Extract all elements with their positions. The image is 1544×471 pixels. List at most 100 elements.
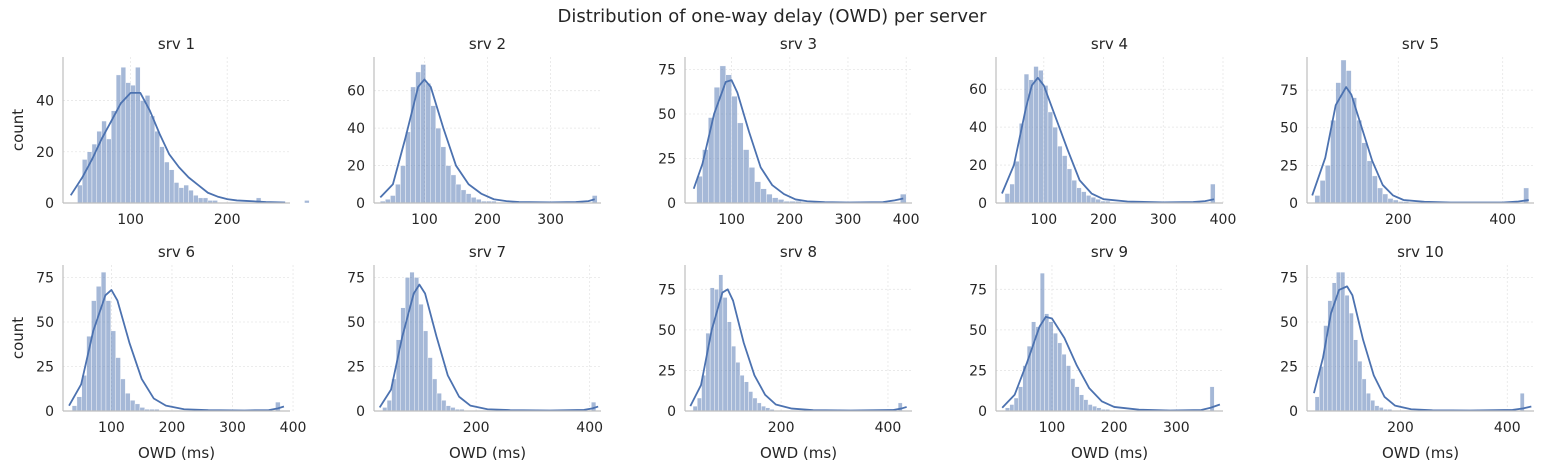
subplot-title: srv 3	[780, 35, 817, 53]
histogram-bar	[1090, 197, 1096, 204]
histogram-bar	[1357, 360, 1363, 412]
histogram-bar	[1319, 180, 1326, 204]
x-tick-label: 200	[463, 420, 490, 436]
histogram-bar	[105, 300, 112, 412]
histogram-bar	[754, 181, 761, 204]
histogram-bar	[1361, 142, 1368, 204]
x-tick-label: 200	[474, 212, 501, 228]
histogram-bar	[470, 197, 477, 204]
subplot-3: 100 200 300 400 0 25 50 75 srv 3	[658, 35, 919, 228]
histogram-bar	[709, 287, 715, 412]
histogram-bar	[400, 165, 406, 204]
histogram-bar	[91, 300, 97, 412]
histogram-bar	[149, 115, 155, 204]
histogram-bar	[1052, 126, 1058, 204]
histogram-bar	[423, 330, 429, 412]
histogram-bar	[173, 182, 180, 204]
histogram-bar	[386, 400, 392, 412]
x-tick-label: 100	[1030, 212, 1057, 228]
histogram-bar	[760, 188, 767, 204]
histogram-bar	[445, 165, 452, 204]
y-axis-label: count	[9, 317, 27, 359]
histogram-bar	[455, 184, 462, 204]
x-tick-label: 200	[1387, 420, 1414, 436]
x-tick-label: 400	[280, 420, 307, 436]
y-tick-label: 25	[1280, 359, 1298, 375]
y-tick-label: 75	[658, 282, 676, 298]
y-tick-label: 20	[347, 159, 365, 175]
x-tick-label: 200	[1385, 212, 1412, 228]
histogram-bar	[198, 197, 204, 204]
subplot-title: srv 5	[1402, 35, 1439, 53]
histogram-bar	[430, 105, 436, 204]
histogram-bar	[275, 401, 281, 412]
histogram-bar	[1382, 193, 1389, 204]
histogram-bar	[1038, 70, 1044, 204]
histogram-bar	[129, 400, 136, 412]
histogram-bar	[1081, 191, 1087, 204]
histogram-bar	[1009, 404, 1015, 412]
y-tick-label: 60	[347, 84, 365, 100]
histogram-bar	[735, 362, 741, 412]
y-tick-label: 20	[36, 145, 54, 161]
histogram-bar	[756, 402, 762, 412]
y-tick-label: 0	[356, 196, 365, 212]
histogram-bar	[1348, 312, 1354, 412]
histogram-bar	[739, 375, 745, 412]
histogram-bar	[418, 303, 424, 412]
y-tick-label: 50	[658, 323, 676, 339]
y-tick-label: 20	[969, 158, 987, 174]
histogram-bar	[1039, 272, 1045, 412]
histogram-bar	[752, 397, 758, 412]
x-tick-label: 400	[893, 212, 920, 228]
histogram-bar	[1374, 405, 1380, 412]
histogram-bar	[130, 84, 136, 204]
histogram-bar	[140, 100, 146, 204]
y-tick-label: 40	[36, 94, 54, 110]
kde-curve	[68, 289, 285, 412]
histogram-bar	[1066, 365, 1071, 412]
histogram-bar	[115, 74, 122, 204]
y-tick-label: 75	[36, 270, 54, 286]
histogram-bar	[1033, 66, 1039, 204]
histogram-bar	[1083, 399, 1089, 412]
subplot-2: 100 200 300 0 20 40 60 srv 2	[347, 35, 601, 228]
y-tick-label: 25	[1280, 158, 1298, 174]
y-tick-label: 0	[978, 196, 987, 212]
y-tick-label: 75	[347, 270, 365, 286]
x-tick-label: 100	[1039, 420, 1066, 436]
y-tick-label: 75	[969, 282, 987, 298]
histogram-bar	[1035, 326, 1041, 412]
x-tick-label: 200	[776, 212, 803, 228]
histogram-bar	[1074, 386, 1080, 412]
histogram-bar	[725, 74, 732, 204]
x-tick-label: 400	[1210, 212, 1237, 228]
subplot-7: 200 400 0 25 50 75 srv 7 OWD (ms)	[347, 243, 603, 462]
histogram-bar	[390, 195, 396, 204]
histogram-bar	[761, 405, 766, 412]
y-tick-label: 0	[667, 404, 676, 420]
x-tick-label: 100	[411, 212, 438, 228]
histogram-bar	[1018, 386, 1023, 412]
x-tick-label: 400	[1494, 420, 1521, 436]
y-tick-label: 50	[1280, 121, 1298, 137]
histogram-bar	[731, 345, 736, 412]
histogram-bar	[125, 82, 131, 204]
histogram-bar	[169, 169, 175, 204]
subplot-9: 100 200 300 0 25 50 75 srv 9 OWD (ms)	[969, 243, 1223, 462]
kde-curve	[1001, 76, 1215, 204]
y-tick-label: 75	[1280, 270, 1298, 286]
histogram-bar	[115, 357, 121, 412]
x-tick-label: 200	[768, 420, 795, 436]
histogram-bar	[110, 330, 116, 412]
x-axis-label: OWD (ms)	[1071, 444, 1148, 462]
histogram-bar	[414, 277, 420, 412]
histogram-bar	[692, 405, 698, 412]
histogram-bar	[1076, 187, 1082, 204]
subplot-10: 200 400 0 25 50 75 srv 10 OWD (ms)	[1280, 243, 1534, 462]
y-tick-label: 25	[36, 359, 54, 375]
histogram-bar	[1377, 187, 1383, 204]
histogram-bar	[120, 67, 126, 204]
histogram-bar	[1314, 396, 1320, 412]
subplot-title: srv 8	[780, 243, 817, 261]
